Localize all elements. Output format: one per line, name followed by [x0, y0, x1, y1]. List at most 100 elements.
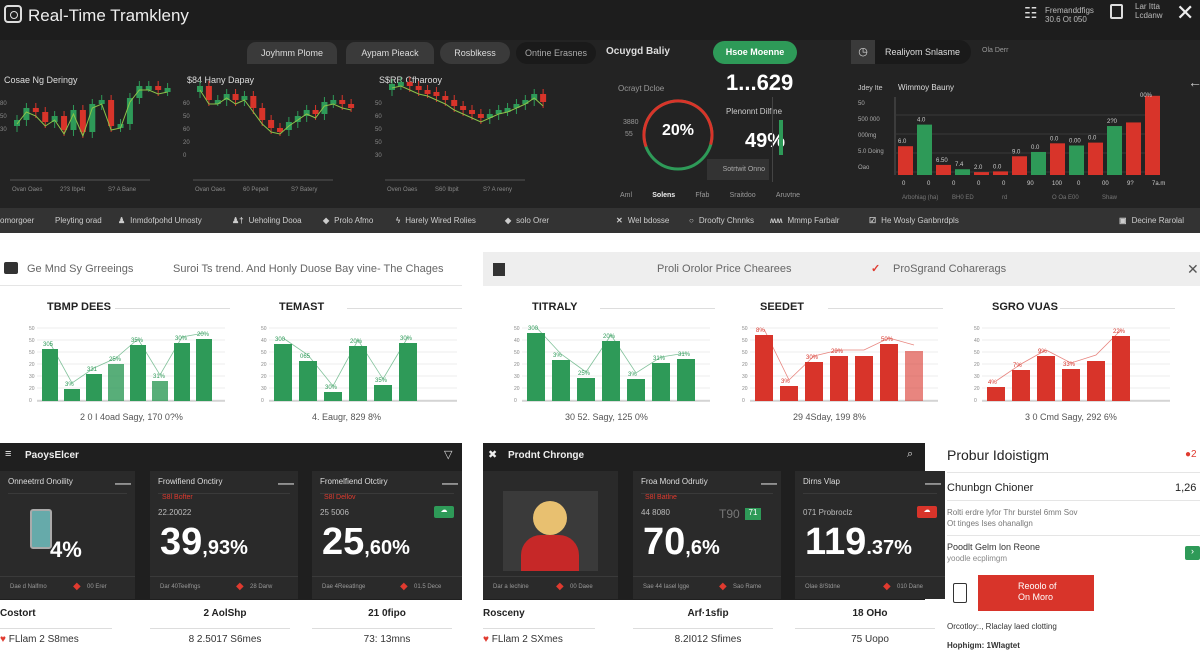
bar-label: 6.50	[936, 158, 948, 164]
chart-footer[interactable]: O Oa E00	[1052, 195, 1079, 201]
strip-label: Pleyting orad	[55, 216, 102, 225]
close-icon[interactable]: ✕	[1176, 0, 1195, 25]
strip-item[interactable]: Pleyting orad	[50, 216, 102, 225]
strip-item[interactable]: ♟ Inmdofpohd Umosty	[118, 216, 202, 225]
gauge-value: 20%	[662, 122, 695, 139]
candle	[259, 108, 266, 120]
label: Lar Itta	[1135, 2, 1160, 11]
candle	[250, 96, 257, 108]
minimize-icon[interactable]: —	[278, 475, 294, 492]
footer-item[interactable]: Sraitdoo	[729, 192, 756, 199]
close-icon[interactable]: ✕	[1187, 261, 1199, 277]
candlestick-charts: Cosae Ng Deringy 80 50 30 Ovan Oaes 2?3 Ibp4t…	[0, 75, 547, 193]
bar-chart: SEEDET 29 4Sday, 199 8% 50 50 50 20 30 20 0 8% 3…	[738, 295, 948, 435]
bar-label: 9.0	[1012, 149, 1021, 155]
extra-option[interactable]: Ola Derr	[982, 47, 1009, 54]
bar-label: 0.0	[1050, 136, 1059, 142]
notification-badge[interactable]: ●2	[1185, 449, 1197, 460]
candle	[469, 110, 475, 114]
row-text: FLlam 2 S8mes	[8, 634, 79, 645]
bar-label: 20%	[197, 332, 210, 338]
card-footer: Dae 4Reeatlnge	[322, 584, 366, 590]
strip-item[interactable]: ▣ Decine Rarolal	[1119, 216, 1184, 225]
chart-footer[interactable]: BH0 ED	[952, 195, 974, 201]
bar	[917, 124, 932, 175]
bar	[987, 387, 1005, 401]
y-tick: 50	[183, 114, 190, 120]
card-title: Onneetrrd Onoility	[8, 477, 73, 486]
footer-text: Orcotloy:., Rlaclay laed clotting	[947, 622, 1057, 631]
bar-label: 8%	[756, 328, 765, 334]
minimize-icon[interactable]: —	[115, 475, 131, 492]
y-tick: 20	[742, 362, 748, 368]
y-tick: 30	[514, 374, 520, 380]
tab-3[interactable]: Rosblkess	[440, 42, 510, 64]
cloud-icon[interactable]: ☁	[434, 506, 454, 518]
chart-footer[interactable]: Arbohiag (ha)	[902, 195, 938, 201]
tab-1[interactable]: Joyhmm Plome	[247, 42, 337, 64]
footer-item[interactable]: Aml	[620, 192, 633, 199]
chart-footer[interactable]: rd	[1002, 195, 1007, 201]
candle-chart-title: $84 Hany Dapay	[187, 75, 255, 85]
strip-item[interactable]: ʍʍ Mmmp Farbalr	[770, 216, 839, 225]
location-icon[interactable]: ▽	[444, 449, 453, 461]
top-right-item-1[interactable]: Fremanddfigs 30.6 Ot 050	[1045, 6, 1094, 24]
bar-label: 30%	[325, 385, 338, 391]
footer-item[interactable]: Solens	[652, 192, 676, 199]
candle-footer: Oven Oaes	[387, 187, 417, 193]
bar	[1087, 361, 1105, 401]
description: Ot tinges Ises ohanallgn	[947, 519, 1033, 528]
description: Rolti erdre lyfor Thr burstel 6mm Sov	[947, 508, 1078, 517]
top-right-item-2[interactable]: Lar Itta Lcdanw	[1135, 2, 1163, 20]
alert-label: S8l Batlne	[645, 494, 677, 501]
bar-label: 065	[300, 354, 311, 360]
monitor-button[interactable]: Hsoe Moenne	[713, 41, 797, 64]
stats-icon[interactable]: ☷	[1024, 5, 1038, 22]
search-icon[interactable]: ⌕	[907, 448, 914, 460]
bar	[274, 344, 292, 401]
chart-caption: 29 4Sday, 199 8%	[793, 412, 866, 422]
card-footer: Dar 40Teelfngs	[160, 584, 201, 590]
candle	[321, 102, 328, 114]
minimize-icon[interactable]: —	[442, 475, 458, 492]
trend-line	[49, 332, 205, 384]
bookmark-icon[interactable]	[1110, 4, 1123, 19]
candle	[495, 110, 502, 114]
right-panel-title: Probur Idoistigm	[947, 447, 1049, 463]
kpi-main: 119	[805, 521, 867, 563]
strip-item[interactable]: ○ Droofty Chnnks	[689, 216, 754, 225]
strip-item[interactable]: ✕ Wel bdosse	[616, 216, 669, 225]
y-tick: 50	[858, 101, 865, 107]
strip-item[interactable]: ◆ Prolo Afmo	[323, 216, 373, 225]
arrow-left-icon[interactable]: ←	[1188, 74, 1200, 90]
bar	[955, 169, 970, 175]
footer-item[interactable]: Aruvtne	[775, 192, 800, 199]
action-button[interactable]: Reoolo of On Moro	[978, 575, 1094, 611]
cloud-icon[interactable]: ☁	[917, 506, 937, 518]
tab-2[interactable]: Aypam Pieack	[346, 42, 434, 64]
strip-item[interactable]: ☑ He Wosly Ganbnrdpls	[869, 216, 959, 225]
y-tick: 0	[974, 398, 977, 404]
strip-item[interactable]: ♟† Ueholing Dooa	[232, 216, 302, 225]
candle	[442, 96, 449, 100]
realtime-toggle[interactable]: ◷ Realiyom Snlasme	[851, 40, 971, 64]
y-tick: 500 000	[858, 117, 880, 123]
strip-item[interactable]: ◆ solo Orer	[505, 216, 549, 225]
y-tick: 5.0 Doing	[858, 149, 884, 155]
badge-count: 2	[1191, 449, 1197, 460]
bar-label: 0.00	[1069, 138, 1081, 144]
moving-average-line	[16, 89, 168, 138]
divider	[947, 535, 1200, 536]
minimize-icon[interactable]: —	[761, 475, 777, 492]
toggle-label: Realiyom Snlasme	[885, 47, 961, 57]
candle	[61, 116, 68, 130]
chart-footer[interactable]: Shaw	[1102, 195, 1118, 201]
strip-item[interactable]: ϟ Harely Wired Rolies	[396, 216, 476, 225]
tab-4[interactable]: Ontine Erasnes	[516, 42, 596, 64]
chevron-right-icon[interactable]: ›	[1185, 546, 1200, 560]
footer-item[interactable]: Ffab	[695, 192, 710, 199]
y-tick: 60	[183, 101, 190, 107]
alert-label: S8l Bofter	[162, 494, 193, 501]
minimize-icon[interactable]: —	[925, 475, 941, 492]
candle	[155, 86, 162, 90]
